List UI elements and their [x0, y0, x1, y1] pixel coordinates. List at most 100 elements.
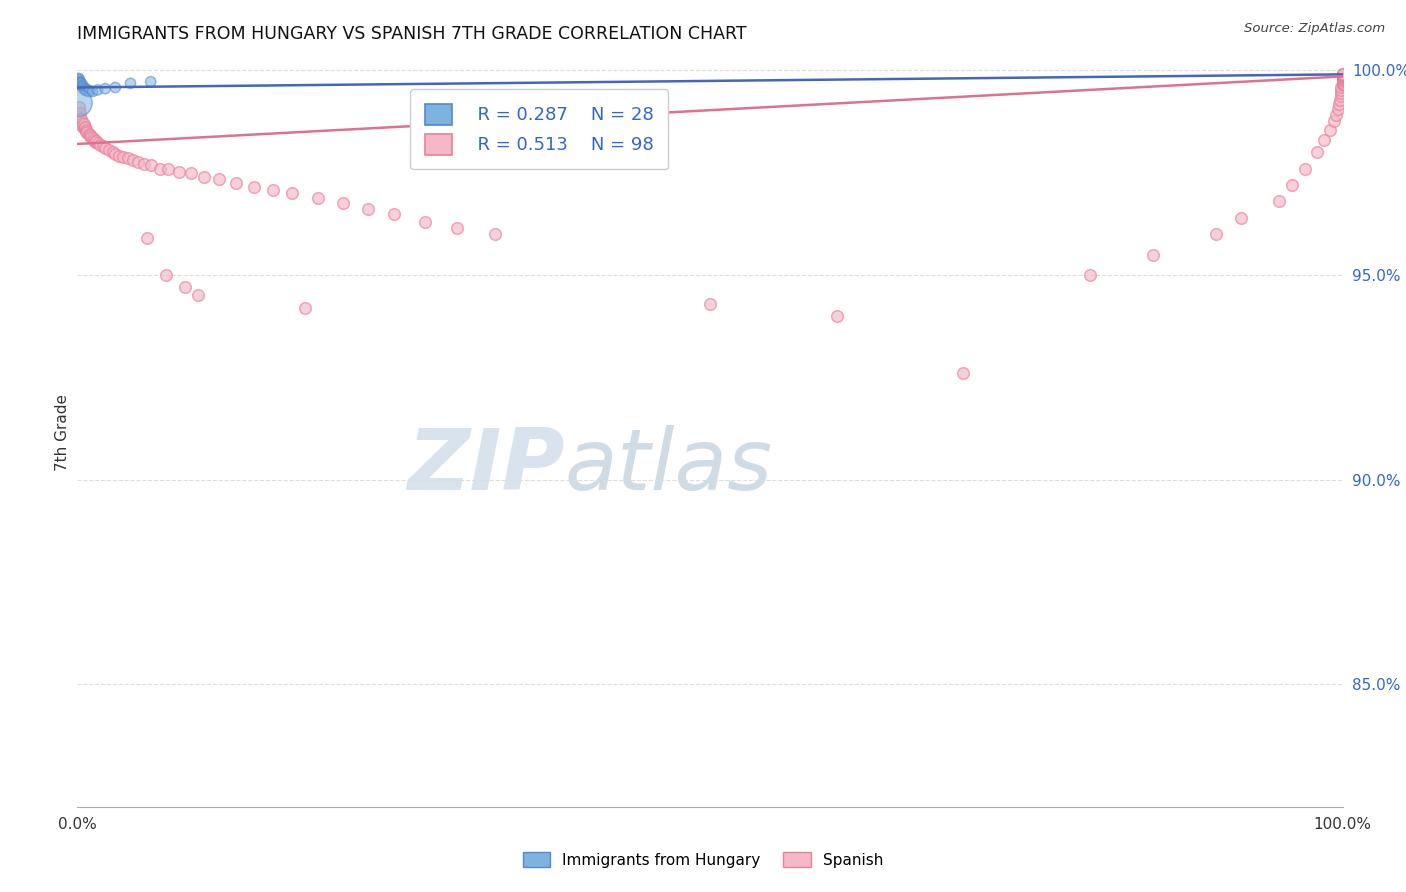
Point [91, 139, 114, 153]
Y-axis label: 7th Grade: 7th Grade [55, 394, 70, 471]
Point [67, 109, 90, 123]
Point [307, 191, 329, 205]
Point [294, 301, 316, 315]
Point [98, 143, 120, 157]
Point [952, 366, 974, 380]
Point [73, 121, 96, 136]
Text: Source: ZipAtlas.com: Source: ZipAtlas.com [1244, 22, 1385, 36]
Point [1331, 76, 1354, 90]
Point [89, 137, 111, 152]
Legend: Immigrants from Hungary, Spanish: Immigrants from Hungary, Spanish [516, 846, 890, 873]
Legend:   R = 0.287    N = 28,   R = 0.513    N = 98: R = 0.287 N = 28, R = 0.513 N = 98 [411, 89, 668, 169]
Text: ZIP: ZIP [406, 425, 565, 508]
Point [155, 268, 177, 282]
Point [1330, 88, 1353, 103]
Point [104, 147, 127, 161]
Point [1331, 70, 1354, 85]
Point [75, 84, 97, 98]
Point [101, 145, 124, 160]
Point [699, 296, 721, 310]
Point [67, 100, 90, 114]
Point [104, 80, 127, 95]
Point [67, 95, 90, 110]
Point [75, 122, 97, 136]
Point [139, 158, 162, 172]
Point [117, 151, 139, 165]
Point [82, 131, 104, 145]
Point [1331, 67, 1354, 81]
Point [1331, 71, 1354, 86]
Point [415, 215, 437, 229]
Point [77, 127, 100, 141]
Point [157, 162, 180, 177]
Point [208, 171, 231, 186]
Point [1324, 108, 1347, 122]
Point [73, 120, 96, 134]
Point [86, 134, 108, 148]
Point [186, 288, 209, 302]
Point [73, 79, 96, 94]
Point [1331, 77, 1354, 91]
Point [69, 75, 91, 89]
Text: atlas: atlas [565, 425, 772, 508]
Point [243, 180, 266, 194]
Point [1331, 68, 1354, 82]
Point [1330, 86, 1353, 100]
Point [122, 153, 145, 168]
Point [76, 83, 98, 97]
Point [70, 113, 93, 128]
Point [180, 166, 202, 180]
Point [70, 116, 93, 130]
Point [139, 75, 162, 89]
Point [111, 150, 134, 164]
Point [1330, 80, 1353, 95]
Point [83, 133, 105, 147]
Point [1331, 68, 1354, 82]
Point [108, 149, 131, 163]
Point [73, 120, 96, 135]
Point [1327, 96, 1350, 111]
Point [225, 176, 247, 190]
Point [167, 165, 190, 179]
Point [1331, 67, 1354, 81]
Point [1319, 122, 1341, 136]
Point [382, 207, 405, 221]
Point [1331, 69, 1354, 83]
Point [1331, 73, 1354, 87]
Point [72, 78, 94, 93]
Point [1331, 74, 1354, 88]
Point [69, 76, 91, 90]
Point [484, 227, 506, 241]
Point [1268, 194, 1291, 209]
Point [127, 155, 149, 169]
Point [70, 76, 93, 90]
Point [73, 117, 96, 131]
Point [446, 220, 468, 235]
Point [357, 202, 380, 216]
Point [1331, 69, 1354, 83]
Point [1306, 145, 1329, 160]
Point [76, 126, 98, 140]
Point [77, 85, 100, 99]
Point [67, 73, 90, 87]
Point [1330, 83, 1353, 97]
Point [79, 128, 101, 142]
Point [72, 80, 94, 95]
Point [1142, 247, 1164, 261]
Point [67, 71, 90, 86]
Point [86, 136, 108, 150]
Text: IMMIGRANTS FROM HUNGARY VS SPANISH 7TH GRADE CORRELATION CHART: IMMIGRANTS FROM HUNGARY VS SPANISH 7TH G… [77, 25, 747, 43]
Point [94, 81, 117, 95]
Point [80, 129, 103, 144]
Point [1230, 211, 1253, 225]
Point [79, 84, 101, 98]
Point [136, 231, 159, 245]
Point [69, 112, 91, 127]
Point [72, 79, 94, 94]
Point [69, 106, 91, 120]
Point [1331, 78, 1354, 93]
Point [73, 81, 96, 95]
Point [84, 135, 107, 149]
Point [72, 116, 94, 130]
Point [134, 157, 156, 171]
